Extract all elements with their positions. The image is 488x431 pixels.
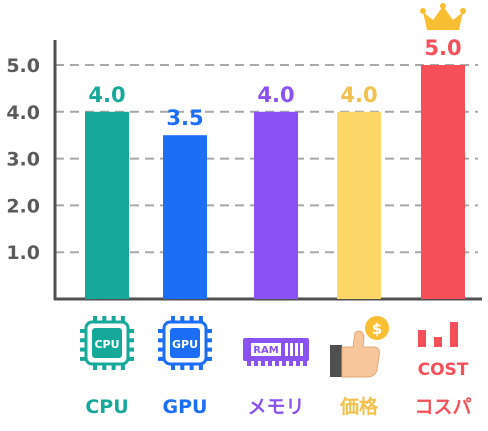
chip-pin bbox=[158, 329, 165, 333]
chip-pin bbox=[171, 363, 175, 370]
chip-pin bbox=[198, 363, 203, 370]
cost-bar bbox=[450, 322, 458, 347]
bar bbox=[421, 65, 465, 299]
chip-pin bbox=[171, 316, 175, 323]
crown-dot bbox=[420, 8, 426, 14]
chip-pin bbox=[111, 316, 116, 323]
crown-shape bbox=[423, 6, 463, 30]
ram-pin bbox=[268, 361, 272, 366]
ram-text: RAM bbox=[253, 345, 278, 356]
bar bbox=[337, 111, 381, 299]
chip-pin bbox=[205, 347, 212, 352]
crown-dot bbox=[460, 8, 466, 14]
ram-pin bbox=[303, 361, 307, 366]
coin bbox=[365, 316, 389, 340]
chip-pin bbox=[120, 316, 125, 323]
bar-value-label: 4.0 bbox=[340, 83, 377, 107]
x-tick-label: CPU bbox=[85, 396, 128, 418]
crown-dot bbox=[440, 3, 446, 9]
chip-pin bbox=[198, 316, 203, 323]
y-tick-label: 1.0 bbox=[6, 242, 40, 264]
chip-pin bbox=[205, 329, 212, 333]
chip-pin bbox=[158, 347, 165, 352]
chip-pin bbox=[180, 316, 185, 323]
ram-chip bbox=[285, 343, 288, 356]
chip-core bbox=[92, 328, 122, 358]
chip-pin bbox=[93, 316, 97, 323]
chip-pin bbox=[127, 356, 134, 361]
cost-bar bbox=[418, 330, 426, 347]
ram-label-area bbox=[251, 343, 281, 356]
chip-pin bbox=[80, 356, 87, 361]
ram-pin bbox=[296, 361, 300, 366]
coin-symbol: $ bbox=[372, 320, 382, 338]
chip-pin bbox=[93, 363, 97, 370]
y-tick-label: 5.0 bbox=[6, 55, 40, 77]
chip-text: CPU bbox=[94, 338, 119, 351]
cost-bar-icon: COST bbox=[418, 322, 469, 380]
bar bbox=[254, 111, 298, 299]
chip-pin bbox=[111, 363, 116, 370]
chip-pin bbox=[80, 347, 87, 352]
chip-pin bbox=[127, 347, 134, 352]
chip-pin bbox=[127, 329, 134, 333]
ram-pin bbox=[275, 361, 279, 366]
chip-pin bbox=[120, 363, 125, 370]
gpu-chip-icon: GPU bbox=[158, 316, 212, 370]
thumbs-up-coin-icon: $ bbox=[330, 316, 389, 378]
bar-value-label: 5.0 bbox=[424, 36, 461, 60]
ram-chip bbox=[300, 343, 303, 356]
chip-pin bbox=[189, 363, 194, 370]
bar-value-label: 4.0 bbox=[88, 83, 125, 107]
cpu-chip-icon: CPU bbox=[80, 316, 134, 370]
x-tick-label: コスパ bbox=[414, 396, 471, 418]
y-tick-label: 3.0 bbox=[6, 149, 40, 171]
x-tick-label: 価格 bbox=[339, 395, 379, 418]
chip-pin bbox=[102, 316, 107, 323]
ram-chip bbox=[295, 343, 298, 356]
chip-pin bbox=[189, 316, 194, 323]
ram-pin bbox=[247, 361, 251, 366]
chip-pin bbox=[205, 338, 212, 343]
chip-core bbox=[170, 328, 200, 358]
sleeve bbox=[330, 345, 342, 377]
ram-module-icon: RAM bbox=[243, 338, 309, 366]
ram-chip bbox=[290, 343, 293, 356]
chip-pin bbox=[158, 356, 165, 361]
chip-pin bbox=[80, 338, 87, 343]
y-tick-label: 2.0 bbox=[6, 195, 40, 217]
bar bbox=[163, 135, 207, 299]
chip-pin bbox=[80, 329, 87, 333]
chip-pin bbox=[158, 338, 165, 343]
cost-bar bbox=[434, 337, 442, 347]
chip-text: GPU bbox=[172, 338, 198, 351]
x-tick-label: メモリ bbox=[247, 396, 304, 418]
ram-pin bbox=[261, 361, 265, 366]
chip-pin bbox=[127, 338, 134, 343]
cost-text: COST bbox=[418, 360, 469, 380]
ram-pin bbox=[254, 361, 258, 366]
chip-pin bbox=[205, 356, 212, 361]
hand bbox=[341, 330, 380, 378]
bar-value-label: 3.5 bbox=[166, 106, 203, 130]
crown-icon bbox=[420, 3, 466, 30]
y-tick-label: 4.0 bbox=[6, 102, 40, 124]
ram-pin bbox=[289, 361, 293, 366]
x-tick-label: GPU bbox=[163, 396, 208, 418]
ram-pin bbox=[282, 361, 286, 366]
chip-pin bbox=[180, 363, 185, 370]
bar bbox=[85, 111, 129, 299]
chip-pin bbox=[102, 363, 107, 370]
bar-value-label: 4.0 bbox=[257, 83, 294, 107]
